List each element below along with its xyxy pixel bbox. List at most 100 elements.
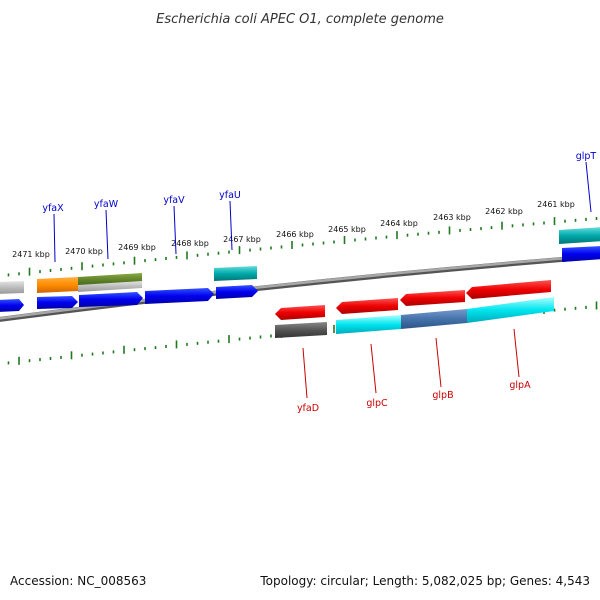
gene-arrow-yfaD[interactable] xyxy=(275,305,325,320)
major-tick xyxy=(595,301,598,310)
gene-arrow-yfaX[interactable] xyxy=(37,296,78,309)
major-tick xyxy=(343,236,346,244)
gene-arrow-glpC[interactable] xyxy=(336,298,398,314)
minor-tick xyxy=(196,253,199,257)
kbp-label: 2467 kbp xyxy=(223,235,261,244)
minor-tick xyxy=(354,238,356,242)
gene-arrow-yfaU[interactable] xyxy=(216,285,258,299)
forward-gene-labels: yfaX yfaW yfaV yfaU glpT xyxy=(42,151,596,214)
gene-label-yfaV[interactable]: yfaV xyxy=(163,195,185,206)
major-tick xyxy=(553,217,556,226)
major-tick xyxy=(81,262,83,271)
minor-tick xyxy=(574,306,577,310)
gene-arrow-yfaW[interactable] xyxy=(79,292,143,307)
minor-tick xyxy=(123,261,125,265)
minor-tick xyxy=(102,351,104,355)
major-tick xyxy=(291,241,293,249)
leader-line xyxy=(435,337,442,388)
minor-tick xyxy=(133,348,136,352)
minor-tick xyxy=(585,217,587,221)
minor-tick xyxy=(532,222,535,226)
minor-tick xyxy=(585,305,587,309)
gene-feature-yfaD[interactable] xyxy=(275,322,327,338)
minor-tick xyxy=(70,266,73,270)
minor-tick xyxy=(196,341,199,345)
gene-label-yfaU[interactable]: yfaU xyxy=(219,190,241,201)
kbp-tick-labels: 2471 kbp 2470 kbp 2469 kbp 2468 kbp 2467… xyxy=(12,200,575,259)
minor-tick xyxy=(564,307,566,311)
major-tick xyxy=(133,256,136,265)
outer-tick-ruler xyxy=(7,217,598,277)
kbp-label: 2471 kbp xyxy=(12,250,50,259)
minor-tick xyxy=(564,219,566,223)
minor-tick xyxy=(112,262,115,266)
gene-feature-glpC[interactable] xyxy=(336,315,401,334)
minor-tick xyxy=(574,218,577,222)
minor-tick xyxy=(322,241,325,245)
minor-tick xyxy=(333,240,335,244)
major-tick xyxy=(238,246,241,255)
major-tick xyxy=(228,335,230,344)
forward-features-lower xyxy=(0,246,600,312)
major-tick xyxy=(18,356,20,365)
gene-feature-glpT[interactable] xyxy=(559,227,600,244)
gene-feature-yfaU[interactable] xyxy=(214,266,257,281)
gene-arrow[interactable] xyxy=(0,299,24,312)
major-tick xyxy=(501,221,503,230)
gene-feature[interactable] xyxy=(0,281,24,294)
gene-label-glpB[interactable]: glpB xyxy=(432,390,453,401)
major-tick xyxy=(28,267,31,276)
accession-text: Accession: NC_008563 xyxy=(10,574,147,588)
minor-tick xyxy=(154,258,157,262)
reverse-features-lower xyxy=(275,297,554,338)
gene-arrow-glpA[interactable] xyxy=(466,280,551,299)
major-tick xyxy=(70,351,73,360)
major-tick xyxy=(123,345,125,354)
minor-tick xyxy=(207,252,209,256)
minor-tick xyxy=(91,352,94,356)
leader-line xyxy=(370,343,377,394)
minor-tick xyxy=(490,226,493,230)
minor-tick xyxy=(270,334,272,338)
leader-line xyxy=(173,205,177,255)
gene-label-glpT[interactable]: glpT xyxy=(576,151,597,162)
minor-tick xyxy=(364,237,367,241)
minor-tick xyxy=(81,353,83,357)
leader-line xyxy=(105,209,109,260)
minor-tick xyxy=(480,227,482,231)
leader-line xyxy=(302,347,308,399)
minor-tick xyxy=(459,228,461,232)
minor-tick xyxy=(280,245,283,249)
minor-tick xyxy=(522,223,524,227)
minor-tick xyxy=(249,336,251,340)
gene-arrow-yfaV[interactable] xyxy=(145,288,214,304)
gene-label-glpC[interactable]: glpC xyxy=(366,398,388,409)
minor-tick xyxy=(259,247,262,251)
major-tick xyxy=(396,231,398,240)
minor-tick xyxy=(39,358,41,362)
reverse-features-upper xyxy=(275,280,551,320)
minor-tick xyxy=(238,337,241,341)
gene-feature-segment[interactable] xyxy=(78,281,142,292)
forward-label-leaders xyxy=(53,161,592,263)
gene-arrow-glpT[interactable] xyxy=(562,246,600,262)
minor-tick xyxy=(60,267,62,271)
minor-tick xyxy=(112,350,115,354)
gene-label-yfaD[interactable]: yfaD xyxy=(297,403,319,414)
gene-label-yfaX[interactable]: yfaX xyxy=(42,203,64,214)
minor-tick xyxy=(102,263,104,267)
gene-arrow-glpB[interactable] xyxy=(400,290,465,306)
minor-tick xyxy=(154,346,157,350)
gene-feature-glpA[interactable] xyxy=(467,297,554,323)
minor-tick xyxy=(49,269,52,272)
minor-tick xyxy=(60,355,62,359)
minor-tick xyxy=(144,259,146,263)
gene-feature-yfaX[interactable] xyxy=(37,277,78,293)
kbp-label: 2465 kbp xyxy=(328,225,366,234)
gene-label-glpA[interactable]: glpA xyxy=(509,380,531,391)
gene-label-yfaW[interactable]: yfaW xyxy=(94,199,119,210)
minor-tick xyxy=(217,251,220,255)
leader-line xyxy=(229,200,233,251)
gene-feature-glpB[interactable] xyxy=(401,309,467,329)
